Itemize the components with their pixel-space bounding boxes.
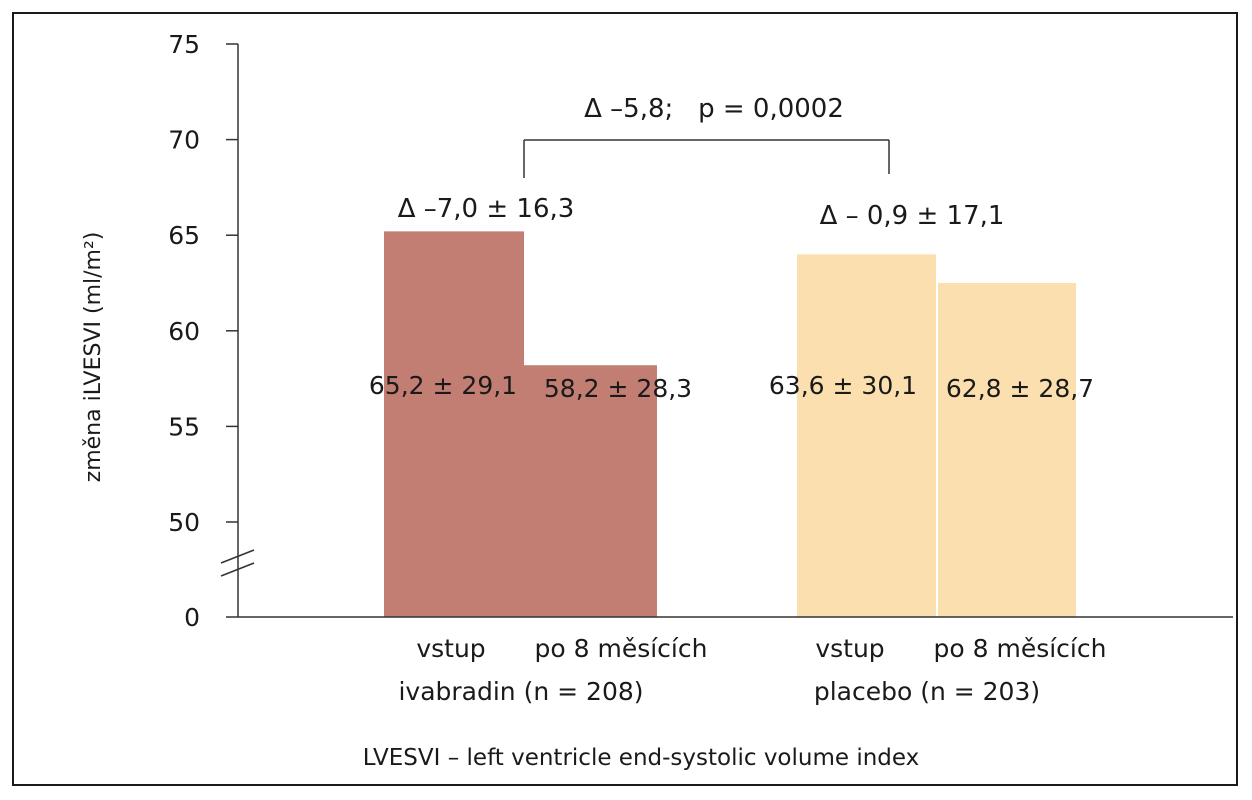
category-label-ivabradin-po-8: po 8 měsících — [535, 634, 708, 663]
bar-value-label: 63,6 ± 30,1 — [769, 371, 917, 400]
y-tick-label: 65 — [168, 221, 200, 250]
bar-placebo-po-8 — [938, 283, 1076, 617]
placebo-delta-label: Δ – 0,9 ± 17,1 — [820, 201, 1005, 231]
category-label-placebo-po-8: po 8 měsících — [934, 634, 1107, 663]
axis-break-icon — [220, 549, 255, 577]
y-axis-label: změna iLVESVI (ml/m²) — [81, 232, 106, 483]
bar-value-label: 62,8 ± 28,7 — [946, 374, 1094, 403]
y-tick-label: 60 — [168, 317, 200, 346]
category-label-placebo-vstup: vstup — [815, 634, 884, 663]
comparison-bracket — [523, 139, 890, 178]
bar-value-label: 65,2 ± 29,1 — [369, 371, 517, 400]
y-tick-label: 75 — [168, 30, 200, 59]
bar-placebo-vstup — [797, 254, 936, 617]
group-label-ivabradin: ivabradin (n = 208) — [398, 677, 643, 706]
comparison-annotation: Δ –5,8; p = 0,0002 — [584, 94, 844, 124]
y-tick-label: 50 — [168, 508, 200, 537]
group-label-placebo: placebo (n = 203) — [814, 677, 1040, 706]
bar-ivabradin-po-8 — [524, 365, 657, 617]
chart: 0 50 55 60 65 70 75 změna iLVESVI (ml/m²) 65,2… — [81, 30, 1233, 771]
category-label-ivabradin-vstup: vstup — [416, 634, 485, 663]
bar-ivabradin-vstup — [384, 231, 524, 617]
ivabradin-delta-label: Δ –7,0 ± 16,3 — [398, 194, 575, 224]
footnote: LVESVI – left ventricle end-systolic vol… — [363, 745, 920, 771]
y-tick-label: 55 — [168, 412, 200, 441]
bar-value-label: 58,2 ± 28,3 — [544, 374, 692, 403]
y-tick-label: 70 — [168, 126, 200, 155]
y-tick-label: 0 — [184, 603, 200, 632]
chart-frame: 0 50 55 60 65 70 75 změna iLVESVI (ml/m²) 65,2… — [12, 12, 1238, 786]
